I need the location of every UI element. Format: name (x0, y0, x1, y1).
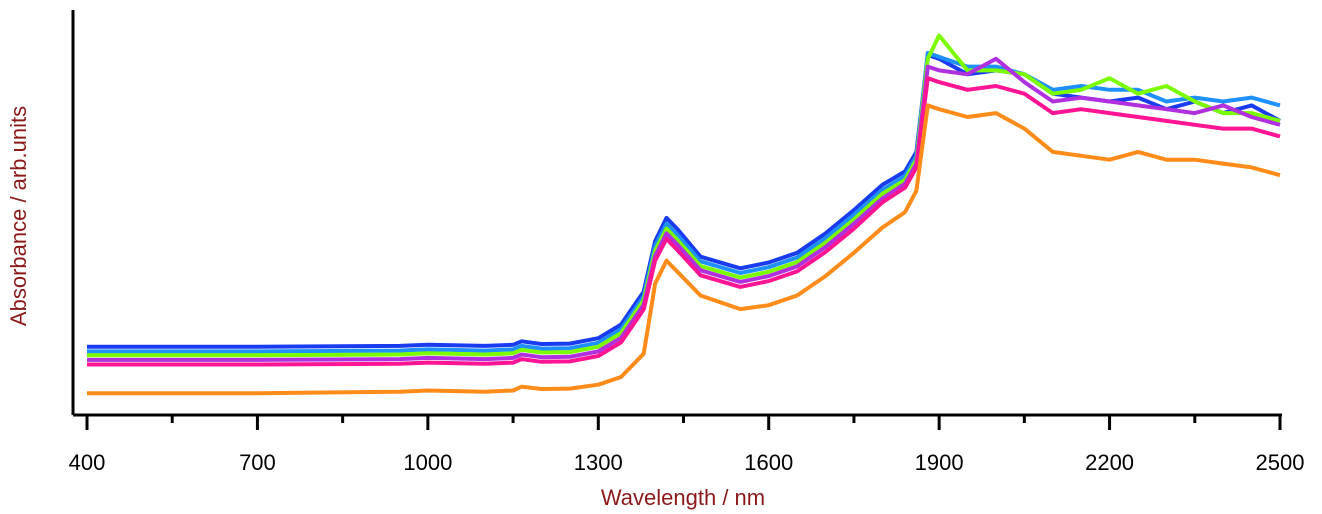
x-axis-title: Wavelength / nm (601, 485, 765, 510)
x-tick-group: 400 700 1000 1300 1600 1900 2200 2500 (69, 415, 1305, 475)
series-group (87, 33, 1281, 396)
x-tick-label: 1300 (574, 450, 623, 475)
x-tick-label: 2500 (1256, 450, 1305, 475)
series-line-2 (87, 51, 1281, 354)
x-tick-label: 700 (239, 450, 276, 475)
x-tick-label: 1600 (744, 450, 793, 475)
x-tick-label: 1000 (403, 450, 452, 475)
x-tick-label: 400 (69, 450, 106, 475)
x-tick-label: 1900 (915, 450, 964, 475)
series-line-4 (87, 56, 1281, 362)
y-axis-title: Absorbance / arb.units (6, 106, 31, 326)
series-line-6 (87, 103, 1281, 396)
series-line-3 (87, 33, 1281, 358)
series-line-5 (87, 76, 1281, 367)
x-tick-label: 2200 (1085, 450, 1134, 475)
